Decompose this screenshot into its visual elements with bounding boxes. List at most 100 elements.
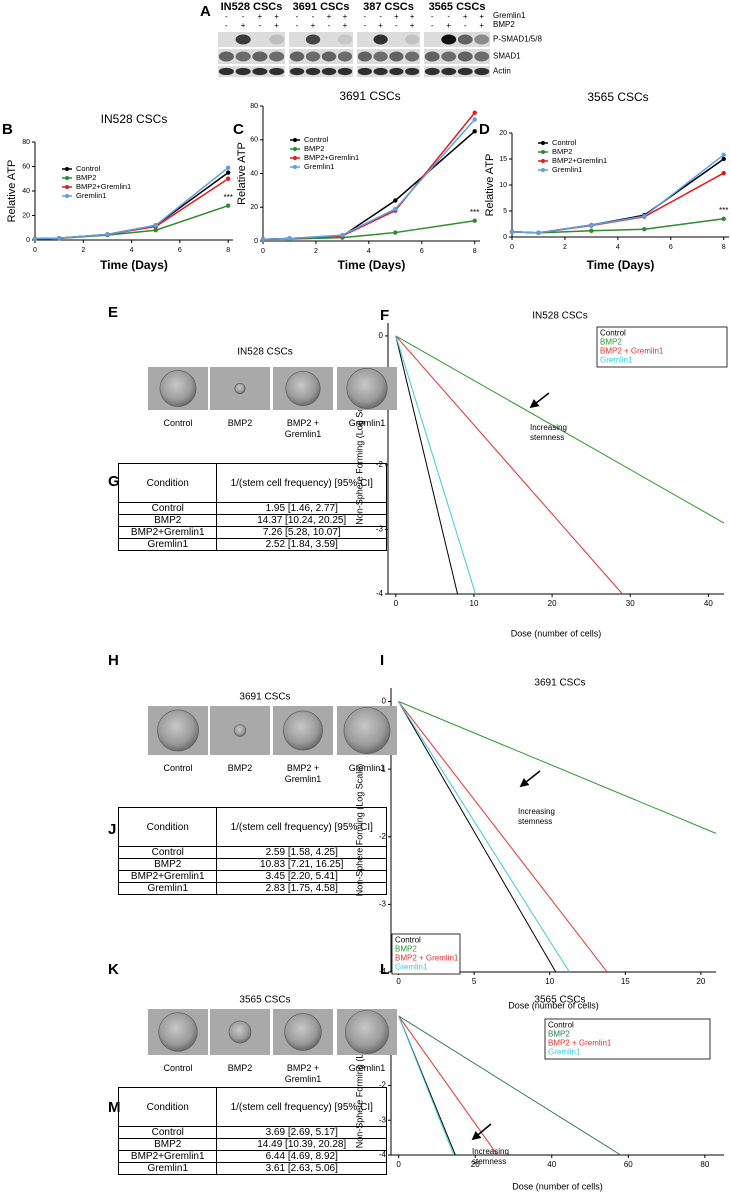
sphere — [343, 707, 391, 754]
annotation-arrow — [471, 1123, 492, 1141]
annotation-arrow — [519, 770, 541, 788]
blot-strip — [218, 66, 285, 77]
annotation: Increasing — [472, 1147, 509, 1156]
y-tick-label: 20 — [499, 130, 507, 137]
blot-band — [373, 67, 388, 76]
table-cell: BMP2 — [117, 1138, 218, 1151]
treatment-sign: - — [242, 12, 245, 21]
treatment-sign: + — [343, 12, 348, 21]
x-tick-label: 80 — [700, 1160, 709, 1169]
x-tick-label: 0 — [396, 977, 401, 986]
x-tick-label: 0 — [261, 248, 265, 255]
table-row: Control 2.59 [1.58, 4.25] — [117, 846, 387, 859]
table-cell: BMP2 — [117, 514, 218, 527]
legend-label: BMP2 — [304, 144, 324, 153]
treatment-sign: + — [378, 21, 383, 30]
y-tick-label: 80 — [250, 103, 258, 110]
y-tick-label: 80 — [22, 139, 30, 146]
x-tick-label: 4 — [367, 248, 371, 255]
treatment-sign: - — [312, 12, 315, 21]
legend-label: Control — [600, 329, 626, 338]
y-tick-label: 20 — [22, 212, 30, 219]
y-tick-label: -4 — [379, 967, 387, 976]
legend-label: Control — [395, 936, 421, 945]
legend-swatch — [65, 167, 69, 171]
panel-letter: L — [380, 961, 389, 978]
table-cell: Gremlin1 — [117, 1162, 218, 1175]
table-row: BMP2 14.37 [10.24, 20.25] — [117, 514, 387, 527]
annotation: *** — [223, 193, 232, 202]
image-label: Gremlin1 — [348, 1063, 386, 1073]
table-cell: 3.61 [2.63, 5.06] — [216, 1162, 387, 1175]
x-tick-label: 20 — [696, 977, 705, 986]
table-header-row: Condition 1/(stem cell frequency) [95% CI… — [117, 807, 387, 847]
chart-title: 3691 CSCs — [534, 678, 585, 689]
blot-band — [269, 34, 285, 45]
blot-group-label: 3691 CSCs — [293, 1, 350, 13]
y-tick-label: 0 — [254, 238, 258, 245]
panel-title: 3691 CSCs — [239, 692, 290, 703]
blot-band — [235, 34, 251, 45]
blot-strip — [289, 49, 353, 64]
image-label: Control — [163, 418, 193, 428]
table-header-cell: 1/(stem cell frequency) [95% CI] — [216, 807, 387, 847]
table-row: BMP2 14.49 [10.39, 20.28] — [117, 1138, 387, 1151]
legend-swatch — [541, 168, 545, 172]
table-row: Gremlin1 2.83 [1.75, 4.58] — [117, 882, 387, 895]
table-row: BMP2+Gremlin1 3.45 [2.20, 5.41] — [117, 870, 387, 883]
legend-label: BMP2 — [600, 338, 622, 347]
data-point — [721, 170, 726, 176]
blot-band — [373, 51, 388, 62]
legend-box — [596, 326, 728, 368]
chart-title: 3565 CSCs — [587, 90, 648, 104]
x-tick-label: 40 — [704, 599, 713, 608]
sphere — [228, 1020, 252, 1044]
blot-band — [474, 51, 490, 62]
series-line — [395, 335, 623, 595]
data-point — [260, 237, 266, 242]
table-row: BMP2+Gremlin1 6.44 [4.69, 8.92] — [117, 1150, 387, 1163]
treatment-sign: + — [343, 21, 348, 30]
blot-band — [441, 67, 457, 76]
table-cell: 3.45 [2.20, 5.41] — [216, 870, 387, 883]
legend-label: BMP2+Gremlin1 — [76, 182, 131, 191]
annotation: *** — [470, 208, 479, 217]
treatment-sign: - — [379, 12, 382, 21]
table-cell: 3.69 [2.69, 5.17] — [216, 1126, 387, 1139]
x-axis-label: Dose (number of cells) — [508, 1000, 599, 1010]
blot-band — [321, 51, 337, 62]
annotation: Increasing — [518, 807, 555, 816]
blot-strip — [424, 49, 490, 64]
panel-letter: H — [108, 652, 119, 669]
x-tick-label: 8 — [226, 247, 230, 254]
legend-label: BMP2 + Gremlin1 — [600, 347, 664, 356]
blot-band — [457, 51, 473, 62]
table-header-row: Condition 1/(stem cell frequency) [95% CI… — [117, 1087, 387, 1127]
blot-band — [389, 67, 404, 76]
blot-band — [441, 51, 457, 62]
x-tick-label: 4 — [130, 247, 134, 254]
blot-band — [337, 67, 353, 76]
data-point — [472, 218, 477, 223]
series-line — [395, 335, 725, 524]
y-tick-label: -3 — [379, 899, 387, 908]
table-cell: 1.95 [1.46, 2.77] — [216, 502, 387, 515]
series-line — [398, 701, 570, 973]
legend-swatch — [293, 156, 297, 160]
chart-title: 3691 CSCs — [339, 89, 400, 103]
table-cell: 14.37 [10.24, 20.25] — [216, 514, 387, 527]
blot-strip — [218, 49, 285, 64]
panel-letter: K — [108, 961, 119, 978]
sphere — [233, 724, 247, 737]
panel-letter: E — [108, 304, 118, 321]
table-header-cell: Condition — [117, 1087, 218, 1127]
data-point — [472, 110, 477, 115]
annotation: Increasing — [530, 423, 567, 432]
legend-label: Gremlin1 — [304, 162, 334, 171]
data-point — [589, 222, 594, 228]
legend-label: BMP2+Gremlin1 — [304, 153, 359, 162]
y-axis-label: Relative ATP — [236, 142, 248, 205]
chart-title: IN528 CSCs — [532, 311, 588, 322]
treatment-sign: + — [311, 21, 316, 30]
legend-label: Control — [552, 138, 577, 147]
